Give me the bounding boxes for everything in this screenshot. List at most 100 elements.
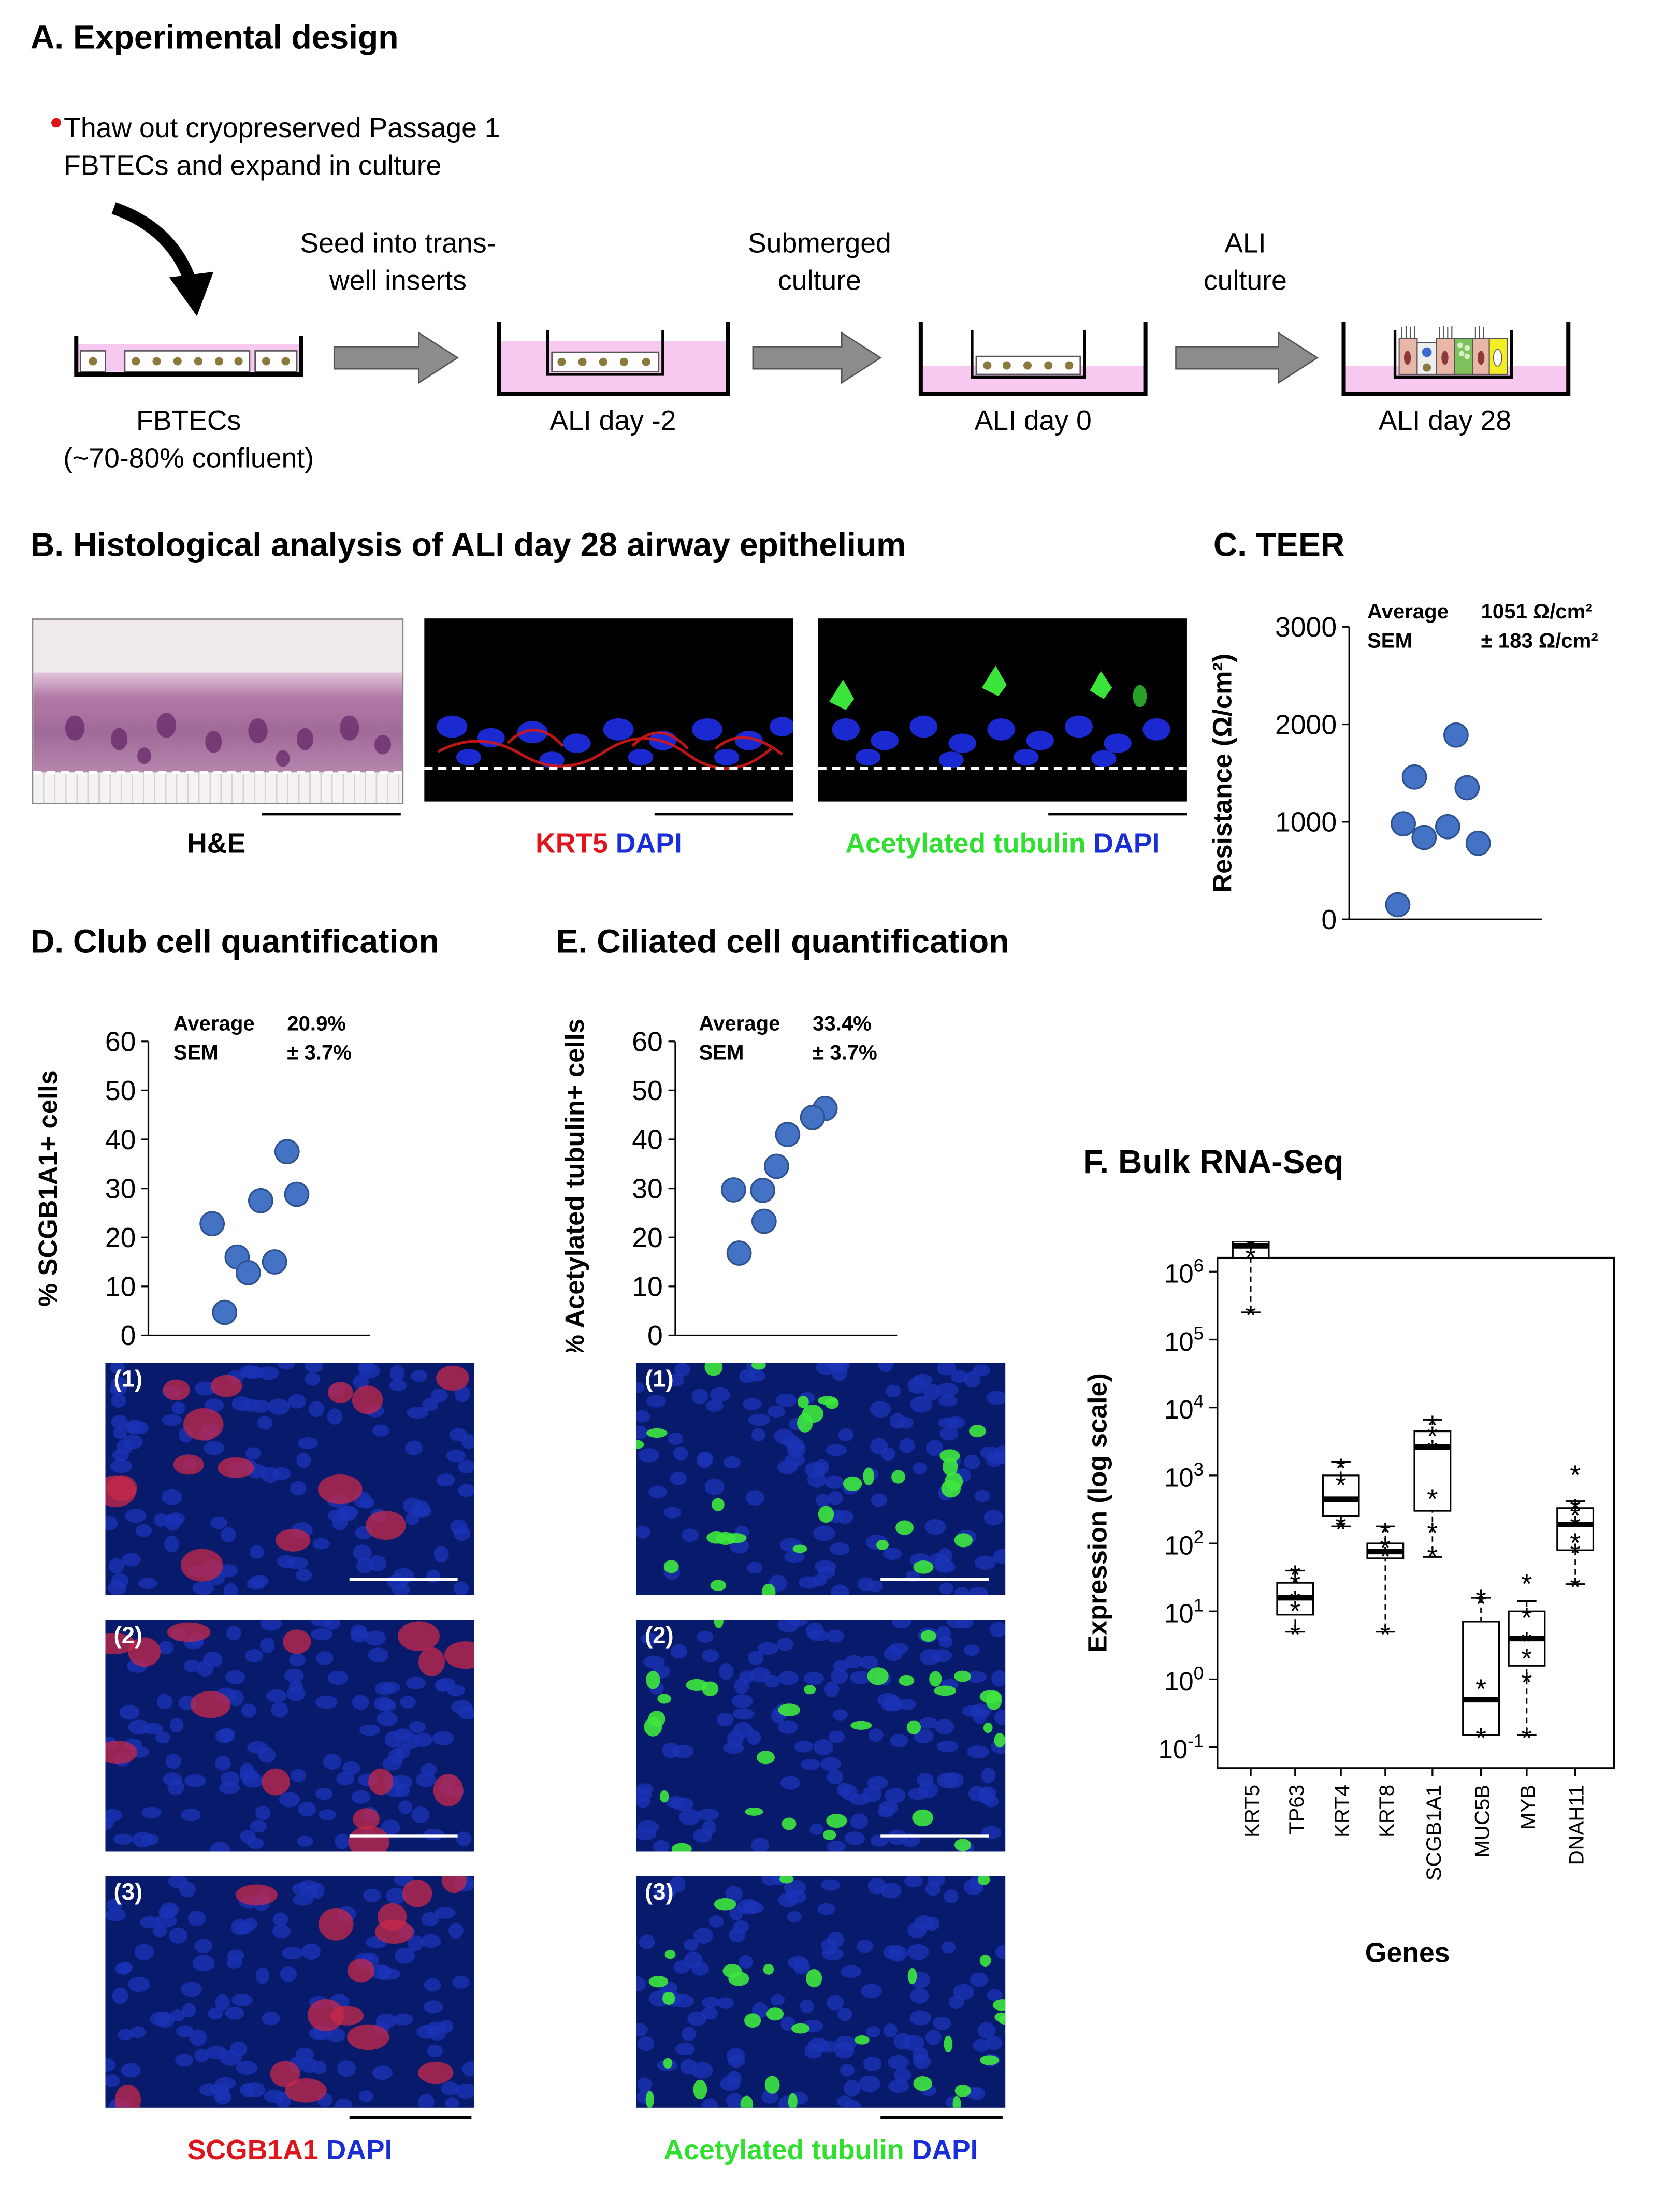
data-point (235, 1260, 261, 1285)
club-chart: 0 10 20 30 40 50 60 % SCGB1A1+ cells (33, 1027, 370, 1351)
well1-label-line2: (~70-80% confluent) (63, 443, 314, 474)
tubulin-scale-bar-3 (880, 2116, 1003, 2119)
data-point (1385, 892, 1411, 918)
image-index-label: (3) (645, 1879, 674, 1905)
y-tick-label: 30 (105, 1174, 136, 1204)
data-point-asterisk: * (1246, 1241, 1256, 1260)
tubulin-dapi-label-e: Acetylated tubulin DAPI (663, 2135, 978, 2166)
arrow-right-icon-1 (333, 331, 459, 384)
data-point-asterisk: * (1522, 1723, 1532, 1754)
image-index-label: (1) (113, 1366, 143, 1393)
data-point (262, 1249, 287, 1275)
step3-label-line1: ALI (1224, 228, 1266, 259)
y-axis-title: % Acetylated tubulin+ cells (560, 1019, 589, 1352)
panel-a-title: A. Experimental design (30, 19, 399, 57)
rnaseq-boxplot: 10-1100101102103104105106KRT5****TP63***… (1083, 1241, 1615, 1969)
data-point-asterisk: * (1570, 1460, 1581, 1491)
data-point (721, 1177, 746, 1203)
step2-label-line1: Submerged (747, 228, 891, 259)
data-point-asterisk: * (1427, 1435, 1438, 1466)
data-point-asterisk: * (1475, 1584, 1486, 1615)
data-point (199, 1211, 225, 1237)
data-point-asterisk: * (1290, 1586, 1300, 1616)
tubulin-dapi-label: Acetylated tubulin DAPI (845, 829, 1160, 860)
tubulin-image-1: (1) (636, 1363, 1006, 1595)
x-tick-label: DNAH11 (1565, 1785, 1588, 1865)
data-point-asterisk: * (1336, 1514, 1347, 1545)
data-point-asterisk: * (1290, 1596, 1300, 1627)
x-tick-label: TP63 (1285, 1785, 1308, 1834)
scgb1a1-image-1: (1) (105, 1363, 474, 1595)
he-stain-image (32, 618, 404, 804)
y-tick-label: 50 (105, 1076, 136, 1106)
data-point (750, 1178, 775, 1203)
data-point (764, 1153, 789, 1179)
y-tick-label: 104 (1164, 1392, 1204, 1424)
x-tick-label: KRT5 (1240, 1785, 1264, 1838)
y-tick-label: 20 (632, 1223, 663, 1253)
data-point (1465, 830, 1491, 856)
data-point-asterisk: * (1427, 1422, 1438, 1452)
y-tick-label: 50 (632, 1076, 663, 1106)
well1-label-line1: FBTECs (136, 406, 241, 437)
data-point-asterisk: * (1522, 1569, 1532, 1599)
red-cells-overlay (105, 1363, 474, 1595)
data-point-asterisk: * (1427, 1411, 1438, 1441)
data-point-asterisk: * (1570, 1494, 1581, 1525)
y-tick-label: 60 (105, 1027, 136, 1058)
green-cilia-overlay (636, 1363, 1006, 1595)
y-tick-label: 106 (1164, 1255, 1204, 1288)
y-tick-label: 3000 (1275, 612, 1337, 643)
data-point-asterisk: * (1246, 1243, 1256, 1274)
ciliated-chart: 0 10 20 30 40 50 60 % Acetylated tubulin+ cells (560, 1019, 898, 1352)
data-point-asterisk: * (1380, 1533, 1391, 1564)
data-point-asterisk: * (1475, 1723, 1486, 1754)
y-tick-label: 10 (105, 1272, 136, 1303)
tubulin-image-3: (3) (636, 1876, 1006, 2108)
data-point (1391, 811, 1416, 836)
image-index-label: (2) (113, 1622, 143, 1649)
red-cells-overlay (105, 1876, 474, 2108)
data-point-asterisk: * (1290, 1620, 1300, 1651)
krt5-scale-bar (654, 813, 793, 816)
data-point-asterisk: * (1570, 1528, 1581, 1559)
krt5-stain-image (424, 618, 793, 802)
ciliated-stats: Average 33.4% SEM ± 3.7% (699, 1012, 877, 1065)
data-point (1454, 775, 1480, 801)
curved-arrow-icon (111, 202, 197, 286)
data-point-asterisk: * (1427, 1542, 1438, 1572)
box (1462, 1621, 1500, 1736)
scgb1a1-image-3: (3) (105, 1876, 474, 2108)
green-cilia-overlay (636, 1876, 1006, 2108)
arrow-right-icon-2 (752, 331, 882, 384)
data-point (1411, 825, 1437, 850)
arrow-right-icon-3 (1175, 331, 1319, 384)
y-tick-label: 10 (632, 1272, 663, 1303)
data-point-asterisk: * (1427, 1484, 1438, 1514)
club-stats: Average 20.9% SEM ± 3.7% (173, 1012, 352, 1065)
y-tick-label: 101 (1164, 1595, 1204, 1628)
panel-c-title: C. TEER (1213, 527, 1345, 565)
y-tick-label: 100 (1164, 1663, 1204, 1696)
x-tick-label: KRT4 (1330, 1785, 1354, 1838)
step2-label-line2: culture (778, 266, 861, 297)
image-index-label: (2) (645, 1622, 674, 1649)
data-point-asterisk: * (1290, 1569, 1300, 1599)
krt5-dapi-label: KRT5 DAPI (536, 829, 682, 860)
panel-b-title: B. Histological analysis of ALI day 28 a… (30, 527, 906, 565)
step1-label-line1: Seed into trans- (300, 228, 496, 259)
panel-a-note-line1: Thaw out cryopreserved Passage 1 (64, 113, 500, 144)
data-point (1401, 764, 1427, 790)
data-point-asterisk: * (1522, 1603, 1532, 1633)
y-tick-label: 20 (105, 1223, 136, 1253)
y-tick-label: 60 (632, 1027, 663, 1058)
curved-arrow-head-icon (169, 271, 214, 316)
data-point-asterisk: * (1570, 1501, 1581, 1531)
data-point (274, 1139, 300, 1165)
y-tick-label: 1000 (1275, 807, 1337, 838)
transwell-icon-day-28 (1341, 322, 1571, 396)
data-point (751, 1208, 777, 1234)
x-tick-label: MUC5B (1471, 1785, 1494, 1858)
data-point-asterisk: * (1336, 1470, 1347, 1501)
